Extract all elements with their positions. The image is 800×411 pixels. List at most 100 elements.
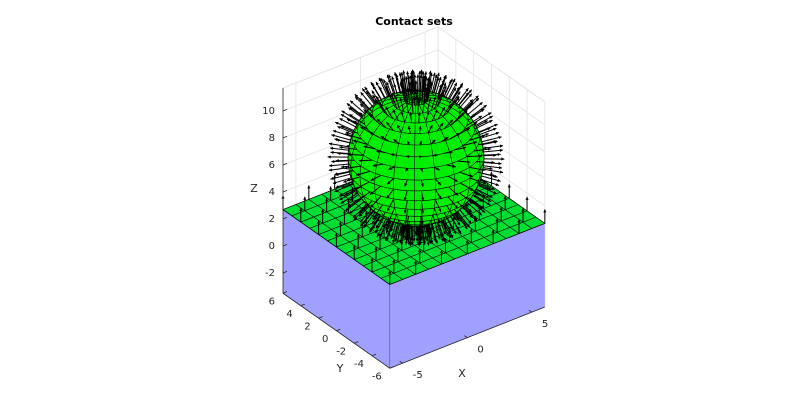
arrow-head (457, 222, 461, 226)
normal-arrow (332, 130, 353, 138)
arrow-head (334, 233, 338, 237)
arrow-head (445, 233, 449, 237)
normal-arrow (462, 204, 478, 220)
arrow-head (469, 174, 473, 178)
arrow-head (342, 210, 347, 214)
arrow-head (356, 172, 360, 176)
arrow-head (371, 221, 375, 225)
arrow-head (489, 116, 493, 119)
z-tick (282, 190, 288, 193)
arrow-head (442, 230, 446, 235)
arrow-head (489, 171, 494, 175)
arrow-head (412, 238, 416, 242)
arrow-head (341, 185, 345, 189)
normal-arrow (421, 75, 425, 95)
arrow-head (422, 99, 426, 103)
arrow-head (494, 174, 498, 178)
normal-arrow (364, 86, 377, 104)
arrow-head (484, 120, 488, 124)
normal-arrow (446, 82, 458, 101)
arrow-head (481, 134, 486, 138)
arrow-head (480, 109, 484, 113)
arrow-head (426, 242, 430, 246)
arrow-head (452, 216, 456, 220)
arrow-head (443, 85, 447, 90)
arrow-head (332, 181, 337, 185)
arrow-head (445, 137, 449, 141)
arrow-head (479, 102, 483, 106)
normal-arrow (391, 76, 399, 96)
arrow-head (497, 152, 501, 157)
arrow-head (399, 97, 403, 102)
normal-arrow (481, 175, 501, 182)
arrow-head (481, 168, 486, 172)
normal-arrow (392, 223, 399, 244)
arrow-head (493, 191, 497, 195)
y-tick (371, 353, 377, 357)
arrow-head (493, 139, 497, 144)
arrow-head (487, 198, 492, 202)
x-axis-label: X (458, 367, 466, 380)
normal-arrow (406, 71, 410, 92)
arrow-head (346, 118, 351, 122)
arrow-head (424, 71, 428, 75)
arrow-head (352, 139, 357, 143)
arrow-head (392, 235, 396, 239)
normal-arrow (474, 188, 493, 199)
arrow-head (466, 128, 470, 132)
arrow-head (466, 160, 471, 164)
normal-arrow (339, 117, 358, 128)
normal-arrow (409, 225, 413, 247)
x-tick (528, 309, 533, 313)
block-face (283, 209, 390, 369)
normal-arrow (468, 187, 486, 198)
arrow-head (449, 78, 453, 83)
arrow-head (416, 74, 420, 78)
arrow-head (478, 115, 482, 119)
arrow-head (438, 195, 442, 200)
normal-arrow (396, 223, 402, 244)
arrow-head (409, 112, 413, 116)
arrow-head (409, 88, 413, 92)
arrow-head (321, 209, 325, 213)
arrow-head (394, 238, 398, 242)
normal-arrow (376, 218, 387, 238)
arrow-head (454, 205, 458, 209)
normal-arrow (354, 93, 370, 110)
arrow-head (434, 153, 438, 157)
normal-arrow (329, 163, 350, 167)
arrow-head (333, 175, 337, 179)
arrow-head (454, 178, 458, 182)
arrow-head (437, 181, 441, 186)
arrow-head (501, 157, 505, 161)
arrow-head (376, 233, 380, 238)
arrow-head (414, 80, 418, 84)
arrow-head (473, 141, 477, 145)
arrow-head (362, 88, 366, 92)
normal-arrow (427, 80, 432, 99)
normal-arrow (463, 95, 479, 111)
box-edge (437, 26, 546, 103)
arrow-head (378, 77, 382, 82)
normal-arrow (451, 82, 464, 101)
arrow-head (360, 103, 364, 108)
normal-arrow (358, 200, 373, 215)
y-axis-label: Y (336, 362, 344, 375)
normal-arrow (361, 88, 376, 105)
z-tick (282, 109, 288, 112)
normal-arrow (418, 70, 421, 91)
arrow-head (416, 99, 420, 103)
arrow-head (329, 163, 333, 168)
arrow-head (369, 132, 373, 135)
normal-arrow (430, 72, 436, 93)
arrow-head (407, 126, 411, 130)
arrow-head (339, 197, 343, 200)
sphere-grid (374, 98, 417, 222)
arrow-head (478, 154, 482, 158)
arrow-head (457, 229, 461, 233)
arrow-head (489, 194, 493, 198)
arrow-head (525, 196, 529, 200)
arrow-head (360, 218, 364, 223)
sphere-grid (359, 98, 417, 214)
normal-arrow (388, 74, 396, 94)
